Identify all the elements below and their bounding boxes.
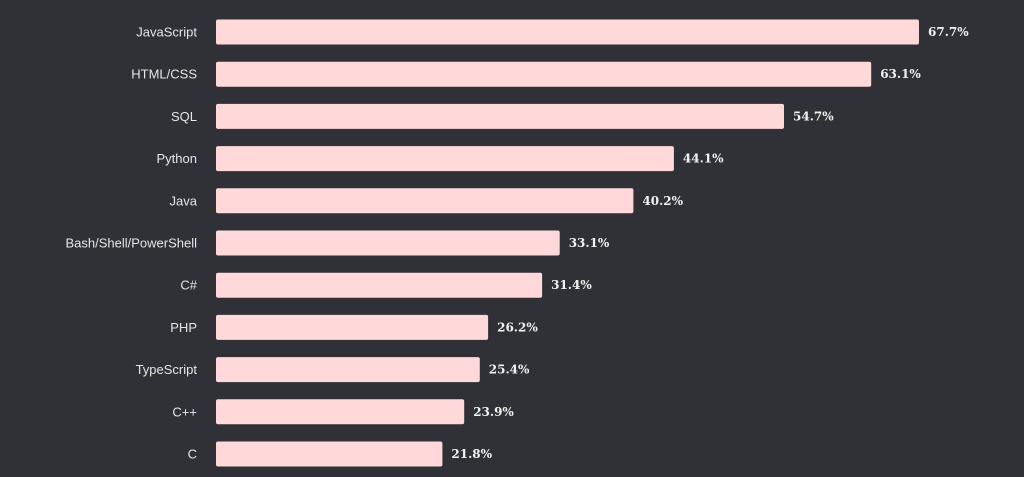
category-label: PHP: [170, 320, 197, 335]
category-label: C: [188, 447, 197, 462]
value-label: 67.7%: [928, 25, 969, 39]
value-label: 44.1%: [683, 152, 724, 166]
bars-group: [216, 19, 919, 467]
category-label: Python: [157, 151, 197, 166]
value-label: 63.1%: [880, 67, 921, 81]
bar: [216, 357, 480, 383]
bar: [216, 103, 784, 129]
category-label: TypeScript: [136, 362, 198, 377]
value-label: 21.8%: [451, 447, 492, 461]
category-label: Java: [170, 193, 198, 208]
bar: [216, 441, 443, 467]
category-label: SQL: [171, 109, 197, 124]
value-label: 40.2%: [642, 194, 683, 208]
category-labels-group: JavaScript HTML/CSS SQL Python Java Bash/Shel…: [65, 25, 197, 462]
bar: [216, 272, 543, 298]
bar: [216, 61, 872, 87]
category-label: C++: [172, 404, 197, 419]
category-label: HTML/CSS: [131, 67, 197, 82]
bar: [216, 314, 489, 340]
value-label: 54.7%: [793, 109, 834, 123]
category-label: C#: [180, 278, 197, 293]
bar: [216, 146, 674, 172]
value-labels-group: 67.7% 63.1% 54.7% 44.1% 40.2% 33.1% 31.4% 26.2%…: [451, 25, 969, 461]
bar: [216, 19, 919, 45]
category-label: JavaScript: [136, 25, 197, 40]
value-label: 26.2%: [497, 320, 538, 334]
category-label: Bash/Shell/PowerShell: [65, 236, 197, 251]
value-label: 33.1%: [569, 236, 610, 250]
value-label: 31.4%: [551, 278, 592, 292]
value-label: 25.4%: [489, 363, 530, 377]
value-label: 23.9%: [473, 405, 514, 419]
bar: [216, 230, 560, 256]
bar: [216, 399, 465, 425]
bar: [216, 188, 634, 214]
